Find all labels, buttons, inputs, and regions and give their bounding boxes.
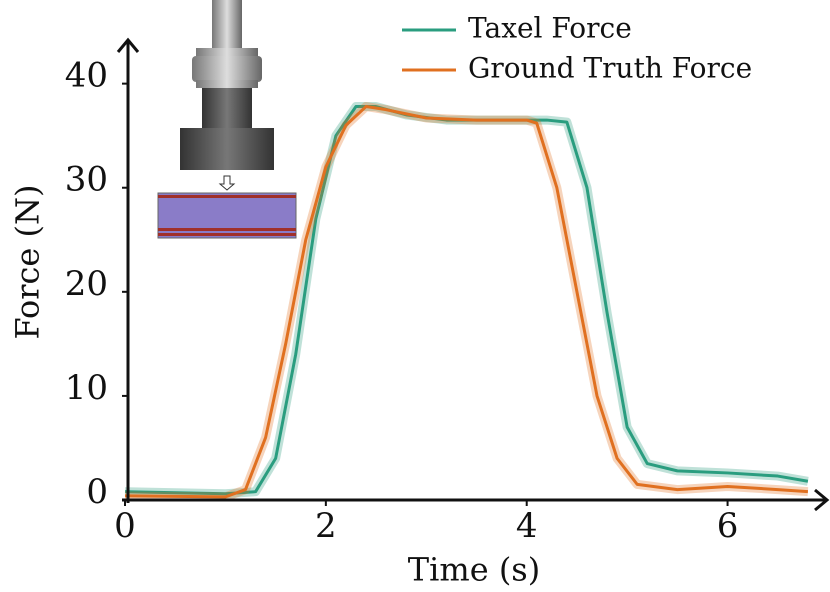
legend-label: Taxel Force [468,12,632,45]
x-tick-label: 0 [114,506,136,546]
series-line [124,105,809,499]
y-tick-label: 30 [65,160,108,200]
y-tick-label: 40 [65,56,108,96]
y-tick-label: 10 [65,368,108,408]
y-tick-label: 0 [86,472,108,512]
x-tick-label: 6 [717,506,739,546]
y-axis-title: Force (N) [9,184,47,339]
x-tick-label: 2 [315,506,337,546]
press-illustration [157,0,297,239]
legend-label: Ground Truth Force [468,52,752,85]
x-axis-arrow [814,488,830,512]
plot-area [124,102,809,502]
x-axis-title: Time (s) [408,551,540,589]
y-tick-label: 20 [65,264,108,304]
y-axis-arrow [116,37,140,53]
x-tick-label: 4 [516,506,538,546]
